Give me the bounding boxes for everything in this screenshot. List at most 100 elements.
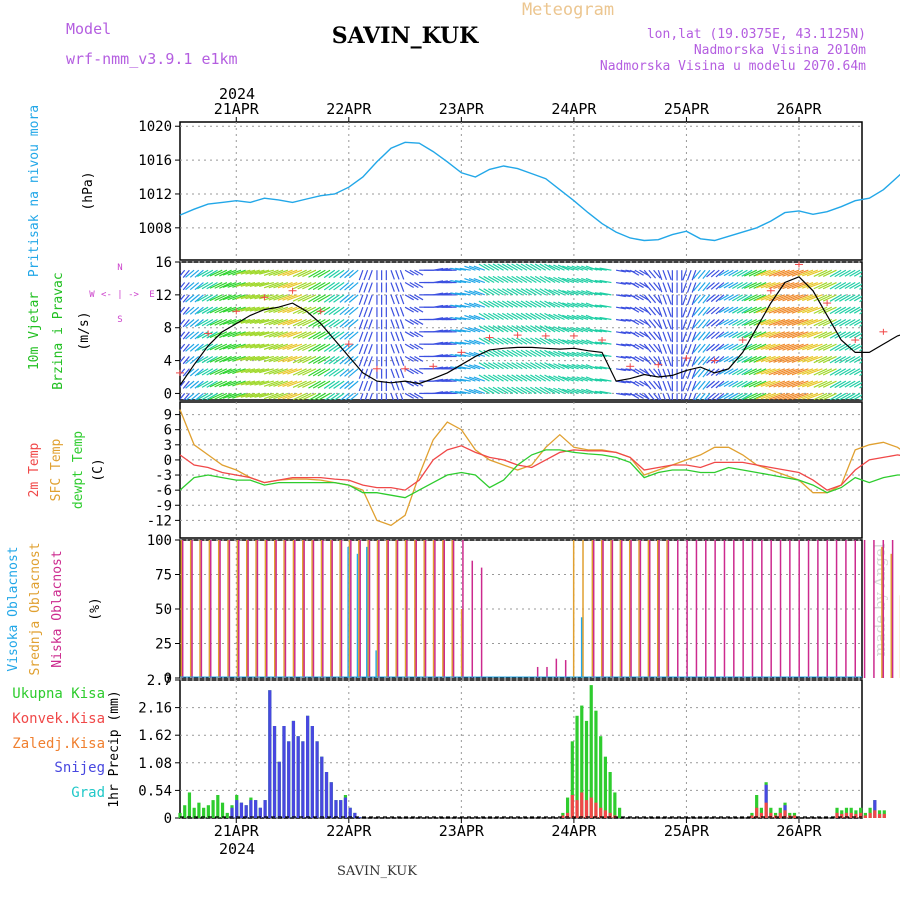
wind-barb: [409, 318, 419, 325]
wind-barb: [576, 327, 589, 333]
wind-barb: [530, 349, 542, 357]
wind-barb: [594, 366, 607, 370]
wind-barb: [534, 312, 547, 321]
wind-barb: [849, 318, 861, 327]
wind-barb: [240, 294, 256, 300]
wind-barb: [492, 325, 504, 333]
wind-barb: [222, 355, 237, 362]
wind-barb: [488, 325, 500, 333]
wind-barb: [214, 343, 228, 351]
precip-snow-bar: [358, 816, 362, 818]
wind-barb: [214, 392, 228, 400]
wind-barb: [760, 343, 776, 351]
wind-barb: [450, 280, 462, 284]
wind-barb: [648, 356, 657, 365]
wind-barb: [874, 270, 884, 278]
wind-barb: [736, 282, 748, 290]
wind-barb: [180, 282, 186, 290]
wind-barb: [308, 355, 321, 365]
wind-barb: [853, 332, 862, 339]
wind-speed-line: [179, 276, 900, 386]
wind-barb: [634, 331, 644, 338]
wind-barb: [732, 392, 744, 400]
wind-barb: [693, 343, 701, 353]
wind-barb: [185, 343, 195, 352]
wind-barb: [182, 368, 190, 377]
dir-east-label: E: [149, 290, 154, 300]
wind-barb: [282, 269, 298, 277]
wind-barb: [697, 319, 706, 329]
wind-barb: [883, 356, 893, 364]
wind-barb: [358, 356, 364, 367]
wind-barb: [506, 362, 518, 370]
wind-barb: [786, 380, 804, 388]
day-label-top: 25APR: [664, 100, 710, 118]
wind-barb: [706, 319, 715, 327]
wind-barb: [520, 362, 532, 370]
wind-barb: [698, 393, 706, 400]
wind-barb: [786, 343, 804, 351]
wind-barb: [874, 283, 884, 291]
wind-barb: [620, 392, 631, 396]
wind-barb: [760, 294, 776, 301]
wind-barb: [478, 275, 490, 284]
wind-barb: [297, 355, 312, 364]
wind-barb: [548, 338, 561, 345]
wind-barb: [273, 355, 289, 363]
wind-barb: [643, 380, 652, 390]
wind-barb: [615, 269, 626, 273]
wind-barb: [844, 294, 856, 302]
wind-barb: [348, 380, 359, 390]
wind-barb: [273, 318, 289, 326]
wind-barb: [206, 343, 218, 351]
wind-barb: [791, 380, 809, 388]
wind-barb: [755, 269, 772, 277]
wind-barb: [312, 392, 326, 400]
wind-barb: [235, 392, 251, 398]
wind-barb: [892, 320, 900, 328]
wind-barb: [829, 282, 842, 290]
wind-barb: [662, 331, 668, 342]
wind-barb: [736, 380, 748, 388]
wind-barb: [544, 312, 556, 321]
wind-barb: [634, 318, 644, 326]
model-label: Model: [66, 20, 111, 38]
wind-barb: [185, 380, 195, 389]
day-label-top: 23APR: [439, 100, 485, 118]
wind-barb: [682, 319, 687, 330]
wind-barb: [483, 312, 495, 321]
wind-barb: [686, 270, 692, 281]
wind-barb: [339, 356, 350, 365]
wind-barb: [887, 283, 897, 291]
wind-barb: [312, 282, 326, 291]
wind-barb: [813, 392, 828, 400]
wind-barb: [515, 349, 528, 357]
wind-barb: [414, 294, 424, 301]
wind-barb: [292, 281, 307, 290]
wind-barb: [864, 295, 874, 302]
wind-barb: [459, 378, 471, 382]
wind-barb: [468, 339, 481, 345]
wind-barb: [333, 355, 345, 365]
wind-barb: [409, 368, 419, 375]
wind-barb: [501, 312, 514, 321]
wind-barb: [390, 331, 395, 342]
precip-conv-bar: [783, 810, 787, 818]
wind-barb: [344, 319, 354, 328]
wind-barb: [844, 368, 856, 376]
y-axis-label: Srednja Oblacnost: [28, 542, 43, 675]
wind-barb: [691, 306, 697, 318]
wind-barb: [182, 294, 190, 303]
wind-barb: [753, 392, 767, 400]
wind-barb: [702, 343, 711, 353]
wind-barb: [822, 269, 837, 277]
wind-barb: [197, 355, 209, 364]
wind-barb: [566, 290, 579, 296]
wind-barb: [581, 302, 593, 308]
precip-total-bar: [608, 772, 612, 818]
wind-barb: [553, 363, 565, 370]
wind-barb: [464, 265, 476, 271]
wind-barb: [312, 294, 326, 303]
wind-barb: [399, 282, 405, 292]
wind-barb: [268, 281, 284, 289]
